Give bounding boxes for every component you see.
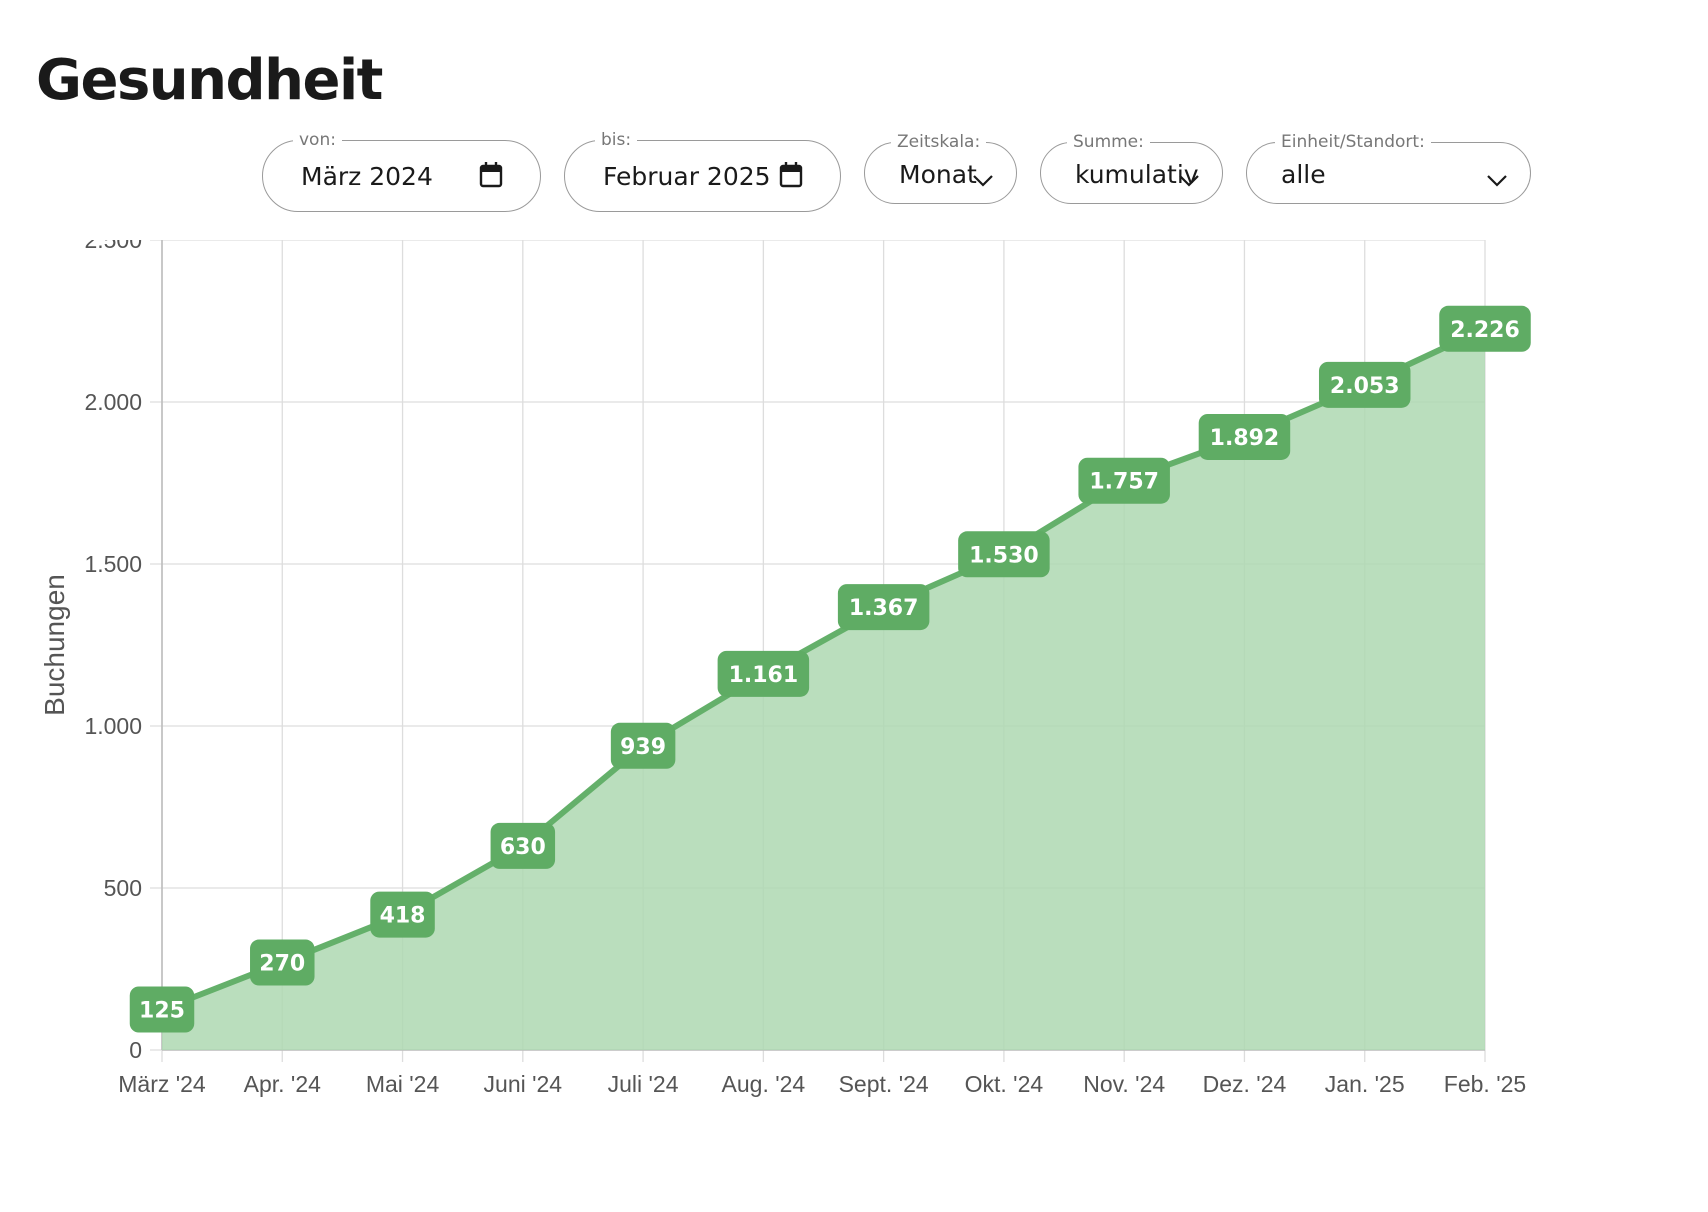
data-label-badge xyxy=(250,939,315,986)
data-label-badge xyxy=(1439,305,1531,352)
x-tick-label: Juli '24 xyxy=(608,1071,679,1097)
x-tick-label: Mai '24 xyxy=(366,1071,440,1097)
chevron-down-icon xyxy=(1179,175,1199,187)
data-label: 270 xyxy=(259,952,305,977)
unit-location-label: Einheit/Standort: xyxy=(1275,132,1431,152)
page-title: Gesundheit xyxy=(36,48,383,113)
x-tick-label: Dez. '24 xyxy=(1203,1071,1287,1097)
y-tick-label: 500 xyxy=(104,875,142,901)
sum-value: kumulativ xyxy=(1075,160,1199,189)
series-area xyxy=(162,328,1485,1050)
to-date-value: Februar 2025 xyxy=(603,162,771,191)
data-label-badge xyxy=(958,531,1050,578)
data-label: 1.892 xyxy=(1210,426,1280,451)
data-label: 630 xyxy=(500,835,546,860)
x-tick-label: Aug. '24 xyxy=(722,1071,806,1097)
data-label: 2.226 xyxy=(1450,318,1520,343)
from-date-label: von: xyxy=(293,130,342,150)
data-label: 2.053 xyxy=(1330,374,1400,399)
chart: 0 500 1.000 1.500 2.000 2.500 März '24 Apr. '24… xyxy=(39,240,1531,1097)
data-label-badge xyxy=(129,986,195,1033)
sum-label: Summe: xyxy=(1067,132,1150,152)
data-label: 418 xyxy=(380,904,426,929)
data-label-badge xyxy=(610,722,676,769)
chevron-down-icon xyxy=(973,175,993,187)
sum-select[interactable]: Summe: kumulativ xyxy=(1040,132,1223,204)
y-tick-label: 1.500 xyxy=(84,551,142,577)
data-label: 1.161 xyxy=(729,663,799,688)
data-label-badge xyxy=(1078,457,1170,504)
timescale-value: Monat xyxy=(899,160,977,189)
chevron-down-icon xyxy=(1487,175,1507,187)
data-label-badge xyxy=(1318,361,1411,408)
data-label: 1.757 xyxy=(1089,470,1159,495)
to-date-label: bis: xyxy=(595,130,638,150)
timescale-label: Zeitskala: xyxy=(891,132,987,152)
x-tick-label: Sept. '24 xyxy=(839,1071,929,1097)
calendar-icon[interactable] xyxy=(779,161,803,189)
x-tick-label: März '24 xyxy=(118,1071,206,1097)
data-label: 1.530 xyxy=(969,543,1039,568)
from-date-value: März 2024 xyxy=(301,162,433,191)
from-date-picker[interactable]: von: März 2024 xyxy=(262,130,541,212)
x-tick-label: Juni '24 xyxy=(484,1071,563,1097)
data-label: 939 xyxy=(620,735,666,760)
unit-location-value: alle xyxy=(1281,160,1326,189)
x-tick-label: Apr. '24 xyxy=(244,1071,321,1097)
to-date-picker[interactable]: bis: Februar 2025 xyxy=(564,130,841,212)
y-tick-label: 2.000 xyxy=(84,389,142,415)
data-label-badge xyxy=(837,584,930,631)
calendar-icon[interactable] xyxy=(479,161,503,189)
data-label: 1.367 xyxy=(849,596,919,621)
x-tick-label: Jan. '25 xyxy=(1325,1071,1405,1097)
data-label-badge xyxy=(370,891,435,938)
timescale-select[interactable]: Zeitskala: Monat xyxy=(864,132,1017,204)
y-tick-label: 1.000 xyxy=(84,713,142,739)
x-tick-label: Okt. '24 xyxy=(965,1071,1044,1097)
x-tick-label: Feb. '25 xyxy=(1444,1071,1526,1097)
data-label-badge xyxy=(490,822,556,869)
y-tick-label: 2.500 xyxy=(84,240,142,253)
y-axis-title: Buchungen xyxy=(39,574,70,716)
data-label-badge xyxy=(1198,413,1291,460)
data-label: 125 xyxy=(139,999,185,1024)
unit-location-select[interactable]: Einheit/Standort: alle xyxy=(1246,132,1531,204)
y-tick-label: 0 xyxy=(129,1037,142,1063)
x-tick-label: Nov. '24 xyxy=(1083,1071,1165,1097)
data-label-badge xyxy=(717,650,810,697)
